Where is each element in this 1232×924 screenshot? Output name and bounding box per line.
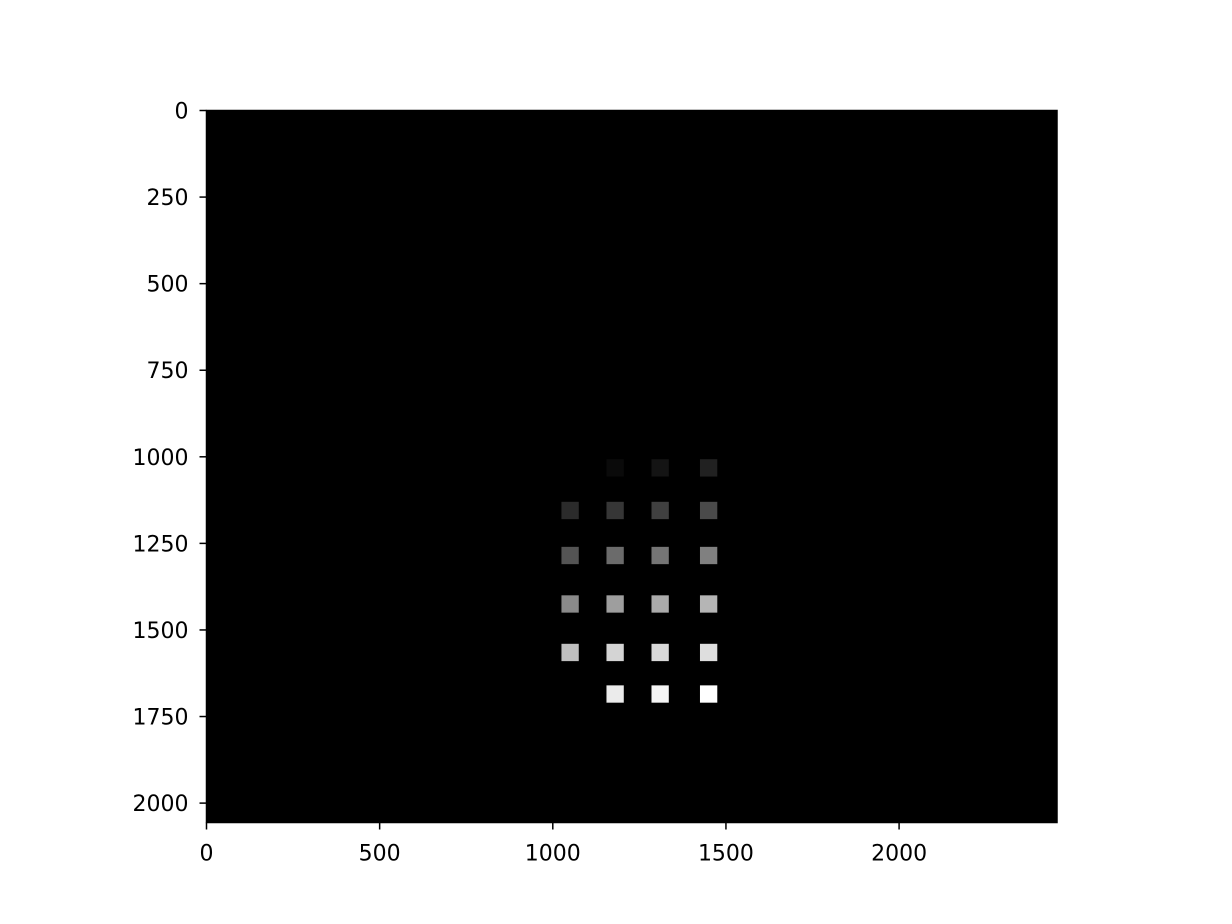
heatmap-spot-3 [699, 459, 718, 477]
y-tick-label: 0 [175, 100, 189, 125]
y-tick-label: 1500 [133, 619, 189, 644]
heatmap-spot-12 [561, 595, 579, 613]
heatmap-spot-17 [606, 643, 624, 662]
x-tick-label: 1500 [698, 842, 754, 867]
x-axis: 0 500 1000 1500 2000 [200, 822, 927, 867]
heatmap-spot-9 [606, 546, 624, 565]
heatmap-spot-13 [606, 595, 624, 613]
heatmap-spot-5 [606, 501, 624, 520]
x-tick-label: 500 [359, 842, 401, 867]
heatmap-spot-11 [699, 546, 718, 565]
x-tick-label: 2000 [871, 842, 927, 867]
heatmap-spot-20 [606, 685, 624, 703]
y-tick-label: 1000 [133, 446, 189, 471]
y-tick-label: 500 [147, 273, 189, 298]
y-tick-label: 2000 [133, 792, 189, 817]
y-tick-label: 750 [147, 359, 189, 384]
y-axis: 0 250 500 750 1000 1250 1500 1750 2000 [133, 100, 207, 817]
heatmap-spot-6 [651, 501, 669, 520]
x-tick-label: 0 [200, 842, 214, 867]
heatmap-spot-22 [699, 685, 718, 703]
heatmap-spot-14 [651, 595, 669, 613]
spots-layer [561, 459, 718, 703]
y-tick-label: 1750 [133, 706, 189, 731]
heatmap-spot-8 [561, 546, 579, 565]
heatmap-spot-7 [699, 501, 718, 520]
heatmap-spot-15 [699, 595, 718, 613]
y-tick-label: 250 [147, 186, 189, 211]
heatmap-spot-18 [651, 643, 669, 662]
heatmap-spot-16 [561, 643, 579, 662]
heatmap-spot-10 [651, 546, 669, 565]
heatmap-spot-1 [606, 459, 624, 477]
plot-area [205, 109, 1058, 824]
plot-frame [205, 109, 1058, 824]
heatmap-spot-4 [561, 501, 579, 520]
heatmap-spot-21 [651, 685, 669, 703]
heatmap-spot-19 [699, 643, 718, 662]
x-tick-label: 1000 [525, 842, 581, 867]
image-background [206, 110, 1057, 823]
heatmap-spot-2 [651, 459, 669, 477]
y-tick-label: 1250 [133, 532, 189, 557]
